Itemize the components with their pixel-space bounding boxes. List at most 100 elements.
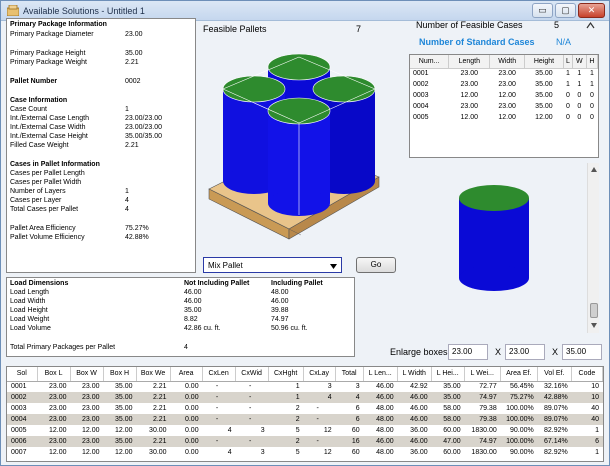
scrollbar-thumb[interactable] bbox=[590, 303, 598, 318]
cases-table-cell: 1 bbox=[565, 70, 570, 78]
solutions-col-header[interactable]: Box H bbox=[103, 367, 137, 382]
weight-label: Primary Package Weight bbox=[10, 59, 87, 66]
solutions-table-cell: 40 bbox=[591, 405, 599, 412]
solutions-table-cell: 12 bbox=[323, 449, 332, 456]
solutions-col-header[interactable]: L Width bbox=[397, 367, 432, 382]
solutions-table-row[interactable]: 0005 12.00 12.00 12.00 30.00 0.00 4 3 5 12 60 48.00… bbox=[7, 425, 603, 436]
chevron-up-icon[interactable] bbox=[586, 21, 595, 30]
solutions-col-header[interactable]: CxLen bbox=[202, 367, 236, 382]
case-width-value: 23.00/23.00 bbox=[125, 124, 162, 131]
cases-col-header[interactable]: W bbox=[572, 55, 587, 69]
solutions-table-row[interactable]: 0001 23.00 23.00 35.00 2.21 0.00 - - 1 3 3 46.00 42.… bbox=[7, 381, 603, 392]
cases-table-cell: 0004 bbox=[413, 103, 429, 110]
solutions-table-cell: 2.21 bbox=[152, 383, 167, 391]
solutions-table-cell: 1 bbox=[268, 392, 304, 403]
solutions-table-row[interactable]: 0002 23.00 23.00 35.00 2.21 0.00- -1 4 4 46.00 46.… bbox=[7, 392, 603, 403]
solutions-table-cell: 0001 bbox=[11, 383, 27, 391]
solutions-col-header[interactable]: L Wei... bbox=[464, 367, 501, 382]
mix-pallet-select[interactable]: Mix Pallet bbox=[203, 257, 342, 273]
preview-scrollbar[interactable] bbox=[587, 163, 599, 333]
close-button[interactable]: ✕ bbox=[578, 3, 605, 18]
cases-col-header[interactable]: Length bbox=[448, 55, 491, 69]
solutions-table-cell: 46.00 bbox=[410, 405, 428, 412]
solutions-table-cell: 79.38 bbox=[479, 405, 497, 412]
solutions-table-cell: 3 bbox=[260, 427, 265, 434]
solutions-col-header[interactable]: Code bbox=[571, 367, 603, 382]
solutions-table-row[interactable]: 0004 23.00 23.00 35.00 2.21 0.00- -2-6 48.00 46.… bbox=[7, 414, 603, 425]
solutions-table-cell: 35.00 bbox=[431, 392, 465, 403]
load-row-value: 8.82 bbox=[184, 316, 198, 323]
maximize-button[interactable]: ▢ bbox=[555, 3, 576, 18]
load-row-label: Load Weight bbox=[10, 316, 50, 323]
cases-col-header[interactable]: H bbox=[586, 55, 599, 69]
cases-table-row[interactable]: 0005 12.00 12.00 12.00 0 0 0 bbox=[410, 112, 598, 123]
solutions-col-header[interactable]: Sol bbox=[7, 367, 38, 382]
minimize-button[interactable]: ▭ bbox=[532, 3, 553, 18]
cases-col-header[interactable]: L bbox=[563, 55, 573, 69]
solutions-col-header[interactable]: CxLay bbox=[303, 367, 336, 382]
solutions-table-cell: 42.88% bbox=[537, 392, 572, 403]
solutions-table-cell: 3 bbox=[327, 383, 332, 391]
cases-table-row[interactable]: 0004 23.00 23.00 35.00 0 0 0 bbox=[410, 101, 598, 112]
load-row-value: 74.97 bbox=[271, 316, 289, 323]
solutions-table-cell: 6 bbox=[335, 414, 364, 425]
cases-table-cell: 0001 bbox=[413, 70, 429, 78]
cases-col-header[interactable]: Num... bbox=[410, 55, 450, 69]
solutions-table-row[interactable]: 0006 23.00 23.00 35.00 2.21 0.00- -2-16 46.00 46… bbox=[7, 436, 603, 447]
scroll-up-icon[interactable] bbox=[591, 167, 597, 172]
solutions-table-cell: - bbox=[215, 405, 219, 412]
load-row-value: 50.96 cu. ft. bbox=[271, 325, 308, 332]
enlarge-z-input[interactable]: 35.00 bbox=[562, 344, 602, 360]
solutions-table-panel: Sol Box L Box W Box H Box We Area CxLen CxWid Cx… bbox=[6, 366, 604, 462]
enlarge-y-input[interactable]: 23.00 bbox=[505, 344, 545, 360]
solutions-col-header[interactable]: Vol Ef. bbox=[537, 367, 572, 382]
cases-col-header[interactable]: Height bbox=[524, 55, 564, 69]
cases-table-row[interactable]: 0001 23.00 23.00 35.00 1 1 1 bbox=[410, 68, 598, 79]
cases-table-cell: 35.00 bbox=[535, 70, 553, 78]
solutions-table-cell: 0.00 bbox=[170, 436, 203, 447]
solutions-table-cell: 48.00 bbox=[376, 405, 394, 412]
solutions-table-cell: 82.92% bbox=[544, 427, 568, 434]
solutions-table-cell: 23.00 bbox=[37, 436, 71, 447]
solutions-table-cell: 0.00 bbox=[184, 427, 199, 434]
solutions-col-header[interactable]: CxHght bbox=[268, 367, 304, 382]
solutions-col-header[interactable]: Area Ef. bbox=[500, 367, 538, 382]
solutions-table-cell: 23.00 bbox=[70, 392, 104, 403]
solutions-table-cell: 12.00 bbox=[82, 427, 100, 434]
height-label: Primary Package Height bbox=[10, 50, 86, 57]
cases-col-header[interactable]: Width bbox=[489, 55, 525, 69]
cases-table-cell: 35.00 bbox=[535, 81, 553, 88]
solutions-col-header[interactable]: Box W bbox=[70, 367, 104, 382]
solutions-table-cell: 36.00 bbox=[410, 427, 428, 434]
solutions-col-header[interactable]: Box We bbox=[136, 367, 171, 382]
solutions-col-header[interactable]: Total bbox=[335, 367, 364, 382]
layers-label: Number of Layers bbox=[10, 188, 66, 195]
solutions-col-header[interactable]: CxWid bbox=[235, 367, 269, 382]
solutions-col-header[interactable]: Box L bbox=[37, 367, 71, 382]
solutions-table-cell: 4 bbox=[303, 392, 336, 403]
pallet-3d-view[interactable] bbox=[201, 39, 391, 249]
pallet-info-header: Cases in Pallet Information bbox=[10, 161, 100, 168]
case-count-label: Case Count bbox=[10, 106, 47, 113]
scroll-down-icon[interactable] bbox=[591, 323, 597, 328]
solutions-table-cell: - bbox=[316, 405, 319, 412]
solutions-table-row[interactable]: 0007 12.00 12.00 12.00 30.00 0.00 4 3 5 12 60 48.00… bbox=[7, 447, 603, 458]
solutions-col-header[interactable]: Area bbox=[170, 367, 203, 382]
num-standard-value: N/A bbox=[556, 37, 572, 47]
solutions-col-header[interactable]: L Hei... bbox=[431, 367, 465, 382]
load-col-including: Including Pallet bbox=[271, 280, 323, 287]
solutions-table-cell: 23.00 bbox=[82, 383, 100, 391]
solutions-table-row[interactable]: 0003 23.00 23.00 35.00 2.21 0.00 - - 2 - 6 48.00 46.… bbox=[7, 403, 603, 414]
cases-table-cell: 0002 bbox=[413, 81, 429, 88]
enlarge-x-input[interactable]: 23.00 bbox=[448, 344, 488, 360]
go-button[interactable]: Go bbox=[356, 257, 396, 273]
solutions-table-cell: 82.92% bbox=[544, 449, 568, 456]
enlarge-sep-1: X bbox=[495, 347, 502, 357]
cases-table-row[interactable]: 0002 23.00 23.00 35.00 1 1 1 bbox=[410, 79, 598, 90]
cases-table-row[interactable]: 0003 12.00 12.00 35.00 0 0 0 bbox=[410, 90, 598, 101]
solutions-table-cell: 35.00 bbox=[115, 383, 133, 391]
num-standard-label[interactable]: Number of Standard Cases bbox=[419, 37, 535, 47]
solutions-table-cell: 2.21 bbox=[136, 436, 171, 447]
solutions-col-header[interactable]: L Len... bbox=[363, 367, 398, 382]
